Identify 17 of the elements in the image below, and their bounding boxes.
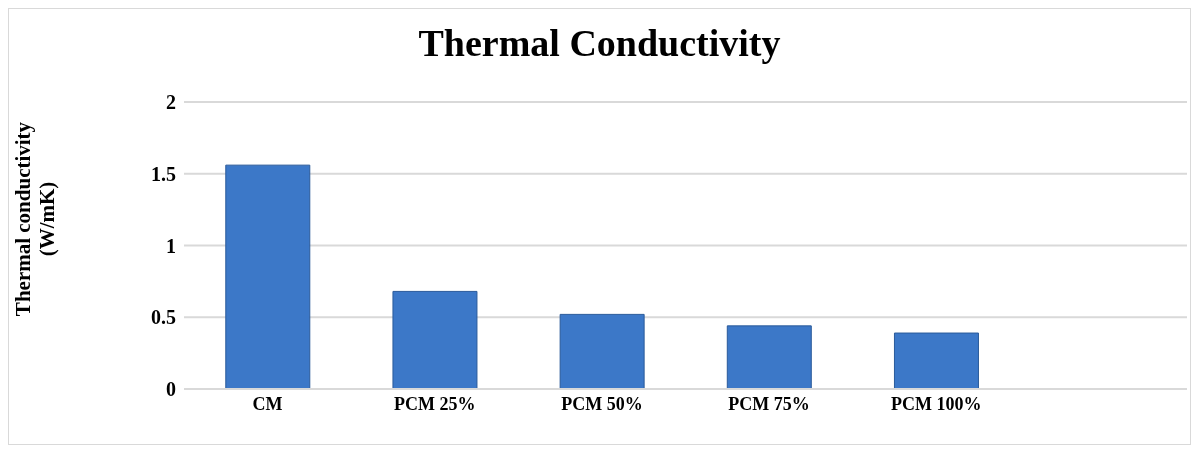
y-tick-label: 1 (166, 234, 176, 257)
x-tick-label: PCM 25% (394, 393, 476, 414)
y-tick-label: 1.5 (151, 162, 176, 185)
bar (893, 332, 979, 389)
y-tick-label: 0 (166, 378, 176, 401)
x-tick-label: PCM 50% (561, 393, 643, 414)
x-tick-label: PCM 75% (728, 393, 810, 414)
x-tick-label: CM (252, 393, 283, 414)
y-tick-label: 2 (166, 91, 176, 114)
chart-title: Thermal Conductivity (417, 21, 782, 65)
bar (559, 313, 645, 389)
x-tick-label: PCM 100% (891, 393, 982, 414)
bar (392, 290, 478, 389)
y-axis-title: Thermal conductivity (W/mK) (11, 121, 59, 317)
y-tick-label: 0.5 (151, 306, 176, 329)
bar (225, 164, 311, 389)
bar (726, 325, 812, 389)
